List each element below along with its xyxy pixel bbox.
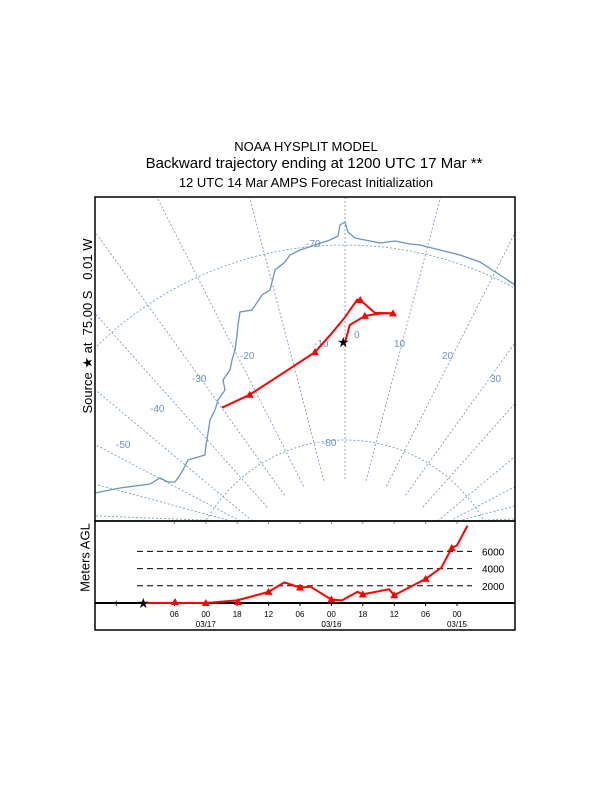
meridian-line [95,231,285,496]
latitude-label: -70 [306,239,321,250]
meridian-line [95,483,232,521]
time-tick-label: 12 [264,610,273,619]
time-tick-label: 06 [170,610,179,619]
height-marker [171,598,179,605]
meridian-line [95,389,253,521]
height-tick-label: 2000 [482,582,505,593]
longitude-label: -40 [150,404,165,415]
height-marker [264,587,273,595]
meridian-line [365,197,441,481]
profile-frame [94,520,516,631]
source-star-icon: ★ [137,595,150,611]
longitude-label: 20 [442,351,454,362]
plot-subtitle: 12 UTC 14 Mar AMPS Forecast Initializati… [178,175,434,190]
meridian-line [95,515,226,521]
meridian-line [95,312,268,508]
longitude-label: 10 [394,339,406,350]
longitude-label: 30 [490,374,502,385]
height-marker [296,583,304,591]
time-tick-label: 00 [201,610,210,619]
meridian-line [449,486,515,521]
date-tick-label: 03/17 [196,620,217,629]
trajectory-marker [388,309,397,317]
trajectory-marker [311,348,320,356]
plot-title: Backward trajectory ending at 1200 UTC 1… [145,155,483,172]
meridian-line [437,455,515,521]
source-star-icon: ★ [337,334,350,350]
longitude-label: 0 [354,330,360,341]
plus-marker-icon: + [113,598,119,610]
meridian-line [405,342,515,496]
time-tick-label: 06 [421,610,430,619]
meridian-line [464,518,515,521]
date-tick-label: 03/15 [447,620,468,629]
latitude-circle [206,439,484,521]
time-tick-label: 00 [453,610,462,619]
height-tick-label: 6000 [482,547,505,558]
time-tick-label: 18 [233,610,242,619]
meridian-line [458,505,515,521]
time-tick-label: 18 [358,610,367,619]
time-tick-label: 12 [390,610,399,619]
height-marker [421,574,430,582]
height-profile-line [143,525,469,604]
time-tick-label: 06 [296,610,305,619]
latitude-label: -80 [322,438,337,449]
height-marker [447,543,456,551]
longitude-label: -20 [240,351,255,362]
longitude-label: -50 [116,440,131,451]
model-name: NOAA HYSPLIT MODEL [234,139,378,154]
longitude-label: -30 [192,374,207,385]
map-trajectory [221,295,397,409]
height-marker [201,599,210,606]
meridian-line [156,197,304,487]
height-tick-label: 4000 [482,565,505,576]
date-tick-label: 03/16 [321,620,342,629]
trajectory-marker [356,295,365,303]
height-marker [390,591,399,599]
latitude-circle [95,244,515,349]
height-marker [358,590,367,598]
trajectory-marker [360,311,369,319]
meridian-line [386,231,515,487]
coastline [95,221,515,494]
time-tick-label: 00 [327,610,336,619]
height-marker [327,595,336,603]
meridian-line [249,197,325,481]
meridian-line [422,402,515,508]
map-graticule [95,197,515,521]
height-marker [234,598,242,605]
meridian-line [95,443,241,521]
trajectory-marker [245,390,254,398]
